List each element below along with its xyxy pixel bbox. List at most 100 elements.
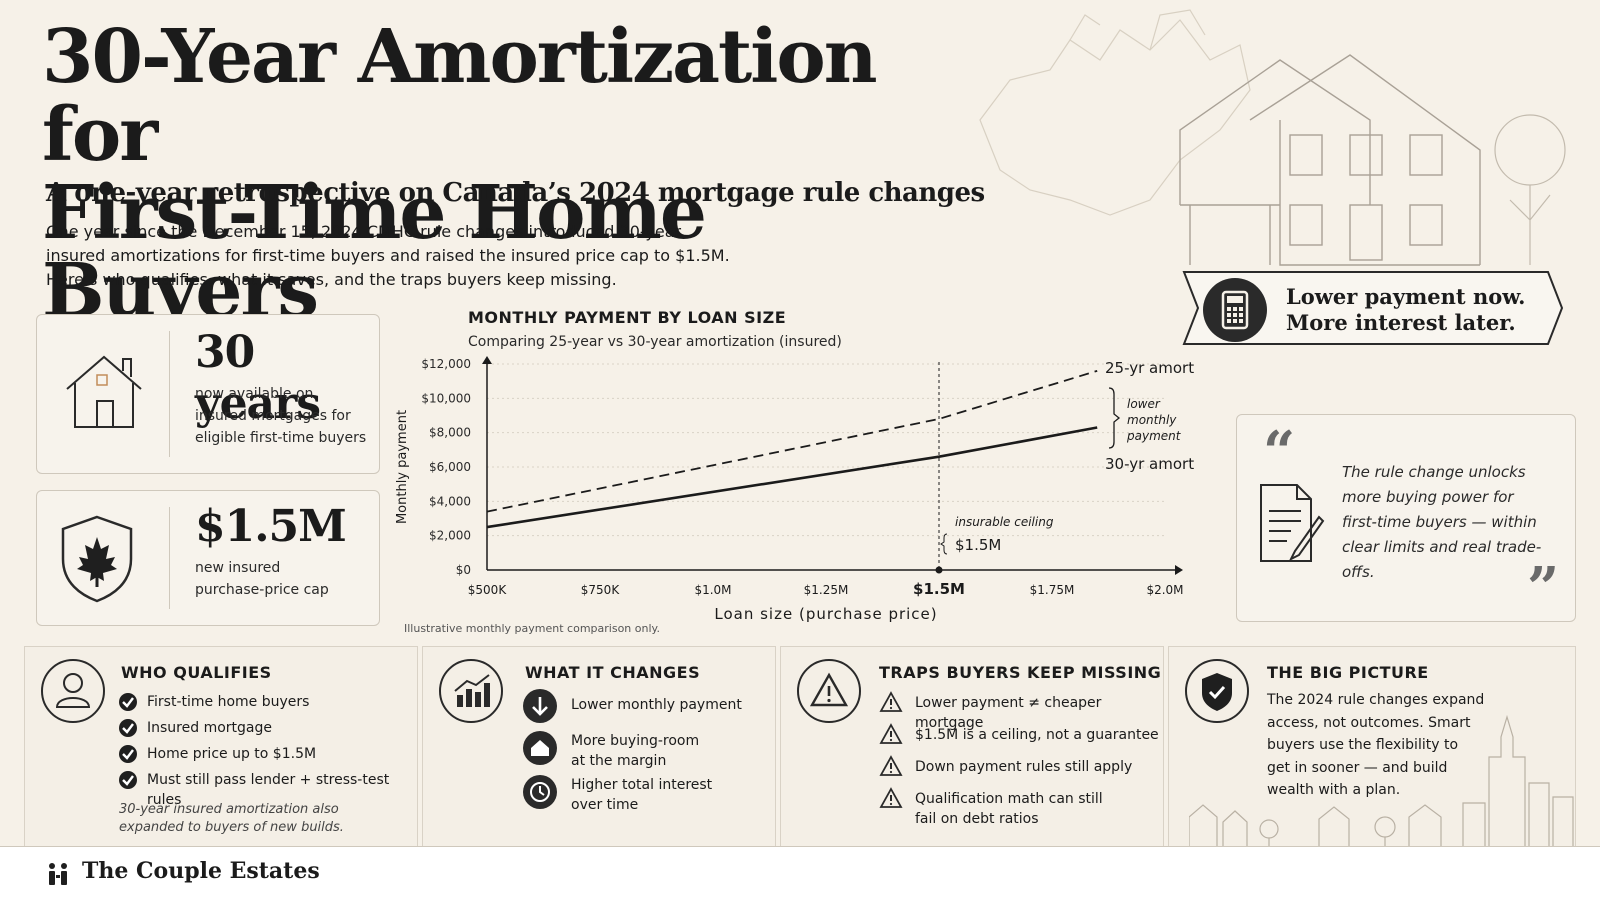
x-tick-label: $500K — [468, 583, 508, 597]
tree-illustration — [1494, 114, 1566, 265]
checkmark-icon — [119, 693, 137, 711]
calculator-icon — [1203, 278, 1267, 342]
change-item: Higher total interest over time — [571, 775, 712, 815]
x-axis-title: Loan size (purchase price) — [714, 605, 937, 623]
qualify-item: First-time home buyers — [147, 694, 310, 710]
quote-line: more buying power for — [1342, 488, 1514, 506]
change-item: Lower monthly payment — [571, 697, 742, 713]
qualify-item: Home price up to $1.5M — [147, 746, 317, 762]
checkmark-icon — [119, 719, 137, 737]
stat-desc-line: insured mortgages for — [195, 408, 351, 424]
page-title: 30-Year Amortization for First-Time Home… — [42, 18, 1002, 330]
quote-line: first-time buyers — within — [1342, 513, 1537, 531]
banner-line-2: More interest later. — [1286, 310, 1516, 335]
stat-card-years: 30 years now available on insured mortga… — [36, 314, 380, 474]
y-tick-label: $10,000 — [421, 391, 471, 405]
callout-banner — [1182, 271, 1564, 345]
open-quote-icon: “ — [1263, 419, 1296, 485]
city-skyline-illustration — [1189, 714, 1574, 847]
gap-label: monthly — [1127, 413, 1177, 427]
house-icon — [523, 731, 557, 765]
intro-line-1: One year since the December 15, 2024 CMH… — [46, 222, 682, 241]
y-tick-label: $0 — [456, 563, 471, 577]
close-quote-icon: ” — [1527, 555, 1560, 621]
series-line-2 — [486, 426, 1098, 529]
chart-title: MONTHLY PAYMENT BY LOAN SIZE — [468, 308, 787, 327]
ceiling-marker — [935, 566, 943, 574]
maple-leaf-shield-icon — [59, 513, 135, 605]
big-picture-line: get in sooner — and build — [1267, 759, 1448, 776]
trap-item-line: Qualification math can still — [915, 791, 1103, 807]
panel-title: WHAT IT CHANGES — [525, 663, 701, 682]
banner-text: Lower payment now. More interest later. — [1286, 284, 1526, 336]
gap-brace — [1108, 387, 1121, 449]
warning-small-icon — [879, 691, 903, 717]
ceiling-brace — [940, 533, 948, 555]
quote-text: The rule change unlocks more buying powe… — [1342, 460, 1570, 585]
stat-description-cap: new insured purchase-price cap — [195, 557, 329, 601]
series-label: 30-yr amort — [1105, 455, 1194, 473]
trap-item-line: fail on debt ratios — [915, 811, 1039, 827]
ceiling-label: insurable ceiling — [955, 515, 1054, 529]
stat-desc-line: new insured — [195, 560, 281, 576]
y-tick-label: $8,000 — [429, 426, 471, 440]
stat-value-cap: $1.5M — [195, 501, 347, 552]
x-tick-label: $1.25M — [804, 583, 849, 597]
gap-label: payment — [1126, 429, 1182, 443]
stat-desc-line: eligible first-time buyers — [195, 430, 367, 446]
stat-desc-line: purchase-price cap — [195, 582, 329, 598]
qualify-note: 30-year insured amortization also expand… — [119, 801, 344, 837]
warning-small-icon — [879, 755, 903, 781]
document-pen-icon — [1257, 481, 1327, 565]
panel-big-picture: THE BIG PICTURE The 2024 rule changes ex… — [1168, 646, 1576, 847]
warning-icon — [797, 659, 861, 723]
trap-item: Lower payment ≠ cheaper mortgage — [915, 695, 1102, 731]
panel-title: WHO QUALIFIES — [121, 663, 272, 682]
checkmark-icon — [119, 771, 137, 789]
trap-item: $1.5M is a ceiling, not a guarantee — [915, 727, 1159, 743]
series-label: 25-yr amort — [1105, 359, 1194, 377]
note-line: expanded to buyers of new builds. — [119, 820, 344, 835]
background-illustration — [979, 9, 1566, 266]
card-divider — [169, 507, 170, 609]
quote-line: clear limits and real trade-offs. — [1342, 538, 1542, 581]
stat-description-years: now available on insured mortgages for e… — [195, 383, 366, 449]
x-axis-arrow — [1175, 565, 1183, 575]
x-tick-label: $750K — [581, 583, 621, 597]
trap-item: Qualification math can still fail on deb… — [915, 789, 1103, 829]
clock-icon — [523, 775, 557, 809]
panel-what-it-changes: WHAT IT CHANGES Lower monthly payment Mo… — [422, 646, 776, 847]
canada-map-outline — [979, 9, 1251, 216]
change-item-line: over time — [571, 797, 639, 813]
intro-line-3: Here’s who qualifies, what it saves, and… — [46, 270, 617, 289]
shield-check-icon — [1185, 659, 1249, 723]
panel-who-qualifies: WHO QUALIFIES First-time home buyers Ins… — [24, 646, 418, 847]
series-line-1 — [486, 370, 1098, 513]
bar-chart-icon — [439, 659, 503, 723]
y-tick-label: $4,000 — [429, 494, 471, 508]
x-tick-label: $1.0M — [694, 583, 731, 597]
big-picture-line: buyers use the flexibility to — [1267, 737, 1459, 753]
qualify-item: Insured mortgage — [147, 720, 272, 736]
big-picture-line: wealth with a plan. — [1267, 782, 1401, 798]
y-axis-arrow — [482, 356, 492, 364]
page-subtitle: A one-year retrospective on Canada’s 202… — [46, 178, 985, 208]
card-divider — [169, 331, 170, 457]
stat-desc-line: now available on — [195, 386, 314, 402]
couple-logo-icon — [46, 861, 70, 891]
banner-line-1: Lower payment now. — [1286, 284, 1526, 309]
gap-label: lower — [1127, 397, 1161, 411]
change-item-line: Higher total interest — [571, 777, 713, 793]
stat-card-cap: $1.5M new insured purchase-price cap — [36, 490, 380, 626]
bottom-panels: WHO QUALIFIES First-time home buyers Ins… — [24, 646, 1576, 847]
arrow-down-icon — [523, 689, 557, 723]
payment-line-chart: $0 $2,000 $4,000 $6,000 $8,000 $10,000 $12,000… — [395, 356, 1194, 623]
panel-traps: TRAPS BUYERS KEEP MISSING Lower payment … — [780, 646, 1164, 847]
intro-paragraph: One year since the December 15, 2024 CMH… — [46, 220, 746, 292]
note-line: 30-year insured amortization also — [119, 802, 339, 817]
house-illustration — [1179, 54, 1481, 266]
panel-title: THE BIG PICTURE — [1267, 663, 1429, 682]
stat-value-years: 30 years — [195, 327, 321, 429]
house-icon — [59, 345, 149, 435]
y-tick-label: $6,000 — [429, 460, 471, 474]
